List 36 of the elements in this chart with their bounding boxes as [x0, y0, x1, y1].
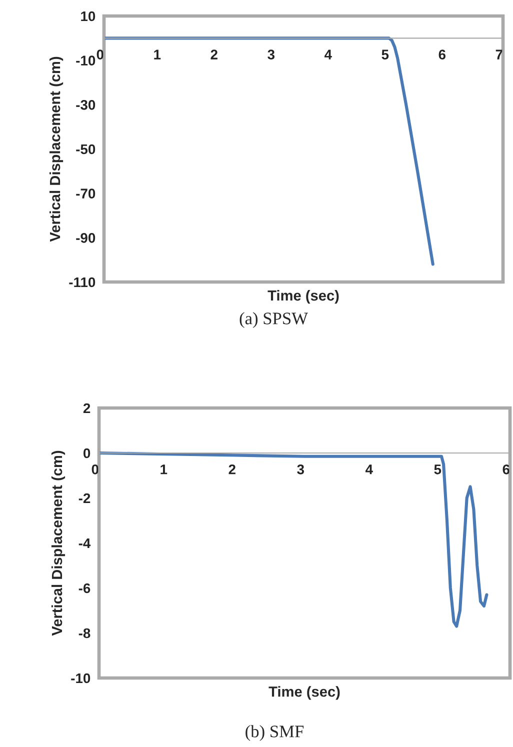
y-axis-title: Vertical Displacement (cm)	[51, 450, 66, 636]
x-tick-label: 6	[438, 50, 446, 60]
x-tick-label: 7	[496, 50, 502, 60]
x-tick-label: 5	[434, 464, 442, 474]
y-tick-label: -10	[71, 673, 90, 684]
x-tick-label: 0	[96, 50, 104, 60]
y-tick-label: -2	[78, 493, 90, 504]
y-tick-label: -90	[76, 233, 96, 243]
y-tick-label: -6	[78, 583, 90, 594]
y-tick-label: -10	[76, 56, 96, 66]
text: (a) SPSW	[240, 312, 308, 328]
text: (b) SMF	[246, 725, 304, 741]
x-axis-title: Time (sec)	[268, 686, 340, 700]
y-axis-title: Vertical Displacement (cm)	[49, 56, 64, 242]
y-tick-label: -8	[78, 628, 90, 638]
x-tick-label: 1	[154, 50, 161, 60]
line-series	[104, 36, 434, 266]
y-tick-label: -50	[76, 144, 96, 154]
line-series	[99, 451, 488, 628]
x-tick-label: 3	[268, 50, 274, 60]
x-tick-label: 3	[297, 464, 304, 474]
x-tick-label: 2	[210, 50, 218, 60]
x-tick-label: 4	[324, 50, 332, 60]
x-tick-label: 2	[228, 464, 236, 474]
y-tick-label: -4	[78, 538, 91, 548]
x-tick-label: 1	[160, 464, 168, 474]
x-tick-label: 4	[365, 464, 373, 474]
y-tick-label: 2	[83, 403, 90, 414]
y-tick-label: 10	[81, 11, 96, 22]
x-axis-title: Time (sec)	[268, 290, 339, 304]
y-tick-label: -110	[69, 277, 96, 288]
y-tick-label: -70	[76, 188, 96, 199]
x-tick-label: 6	[502, 464, 510, 474]
y-tick-label: -30	[76, 100, 96, 110]
x-tick-label: 5	[382, 50, 389, 60]
y-tick-label: 0	[83, 448, 90, 458]
